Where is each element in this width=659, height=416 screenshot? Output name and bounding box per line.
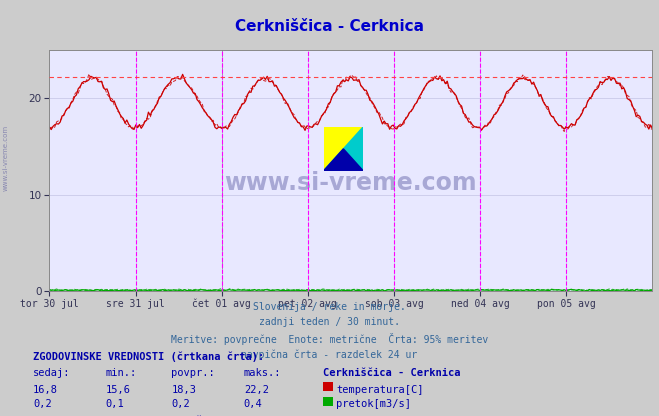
Text: www.si-vreme.com: www.si-vreme.com xyxy=(225,171,477,195)
Text: 0,2: 0,2 xyxy=(171,399,190,409)
Text: ZGODOVINSKE VREDNOSTI (črtkana črta):: ZGODOVINSKE VREDNOSTI (črtkana črta): xyxy=(33,352,264,362)
Text: povpr.:: povpr.: xyxy=(171,368,215,378)
Text: 0,4: 0,4 xyxy=(244,399,262,409)
Text: 15,6: 15,6 xyxy=(105,385,130,395)
Text: Slovenija / reke in morje.: Slovenija / reke in morje. xyxy=(253,302,406,312)
Text: Meritve: povprečne  Enote: metrične  Črta: 95% meritev: Meritve: povprečne Enote: metrične Črta:… xyxy=(171,333,488,345)
Text: maks.:: maks.: xyxy=(244,368,281,378)
Text: www.si-vreme.com: www.si-vreme.com xyxy=(2,125,9,191)
Text: pretok[m3/s]: pretok[m3/s] xyxy=(336,399,411,409)
Text: min.:: min.: xyxy=(105,368,136,378)
Text: Cerkniščica - Cerknica: Cerkniščica - Cerknica xyxy=(323,368,461,378)
Text: Cerkniščica - Cerknica: Cerkniščica - Cerknica xyxy=(235,19,424,34)
Text: 16,8: 16,8 xyxy=(33,385,58,395)
Text: zadnji teden / 30 minut.: zadnji teden / 30 minut. xyxy=(259,317,400,327)
Text: 18,3: 18,3 xyxy=(171,385,196,395)
Text: 0,2: 0,2 xyxy=(33,399,51,409)
Text: temperatura[C]: temperatura[C] xyxy=(336,385,424,395)
Text: sedaj:: sedaj: xyxy=(33,368,71,378)
Text: navpična črta - razdelek 24 ur: navpična črta - razdelek 24 ur xyxy=(241,349,418,359)
Text: 0,1: 0,1 xyxy=(105,399,124,409)
Text: 22,2: 22,2 xyxy=(244,385,269,395)
